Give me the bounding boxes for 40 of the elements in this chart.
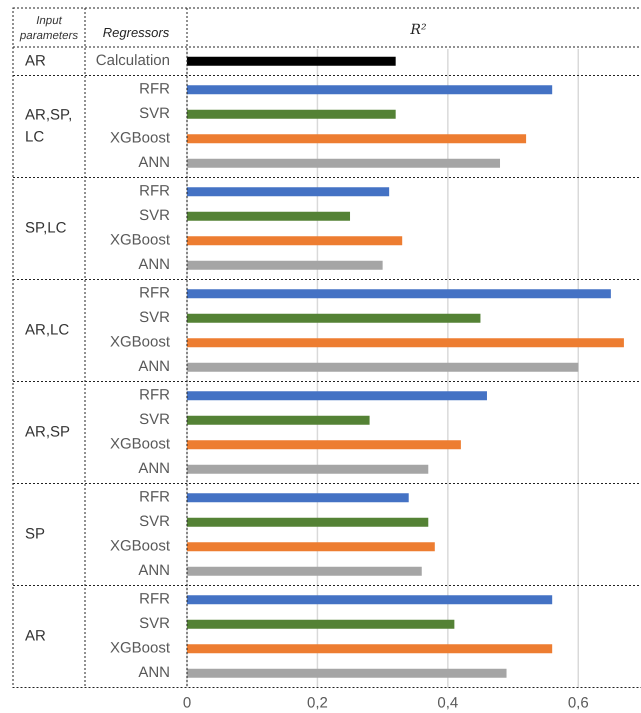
y-tick-label: SVR	[139, 105, 170, 122]
y-tick-label: XGBoost	[110, 130, 171, 147]
text: AR	[25, 627, 46, 644]
y-tick-label: SVR	[139, 411, 170, 428]
y-tick-label: SVR	[139, 513, 170, 530]
y-tick-label: RFR	[139, 590, 170, 608]
y-tick-label: ANN	[138, 256, 170, 274]
text: AR,LC	[25, 321, 70, 338]
text: AR	[25, 52, 46, 70]
y-tick-label: ANN	[138, 358, 170, 376]
y-tick-label: SVR	[139, 207, 170, 224]
y-tick-label: XGBoost	[110, 538, 171, 555]
legend-title: Input parameters	[18, 15, 78, 42]
y-tick-label: SVR	[139, 615, 170, 632]
y-tick-label: RFR	[139, 80, 170, 98]
bar	[187, 56, 396, 66]
x-tick-label: 0,4	[437, 694, 458, 712]
y-tick-label: ANN	[138, 460, 170, 478]
y-tick-label: ANN	[138, 562, 170, 580]
text: SP	[25, 525, 46, 542]
y-tick-label: RFR	[139, 182, 170, 200]
x-axis-title: R²	[409, 22, 427, 38]
y-axis-title: Regressors	[102, 25, 170, 40]
y-tick-label: SVR	[139, 309, 170, 326]
y-tick-label: XGBoost	[110, 436, 171, 453]
text: AR,SP,LC	[25, 106, 72, 146]
y-tick-label: RFR	[139, 284, 170, 302]
text: AR,SP	[25, 423, 70, 440]
x-tick-label: 0	[182, 694, 192, 712]
y-tick-label: XGBoost	[110, 640, 171, 657]
y-tick-label: Calculation	[96, 52, 170, 70]
y-tick-label: ANN	[138, 154, 170, 172]
y-tick-label: XGBoost	[110, 232, 171, 249]
y-tick-label: ANN	[138, 664, 170, 682]
x-tick-label: 0,6	[568, 694, 589, 712]
y-tick-label: RFR	[139, 386, 170, 404]
y-tick-label: XGBoost	[110, 334, 171, 351]
x-tick-label: 0,2	[306, 694, 328, 712]
y-tick-label: RFR	[139, 488, 170, 506]
text: SP,LC	[25, 219, 67, 236]
